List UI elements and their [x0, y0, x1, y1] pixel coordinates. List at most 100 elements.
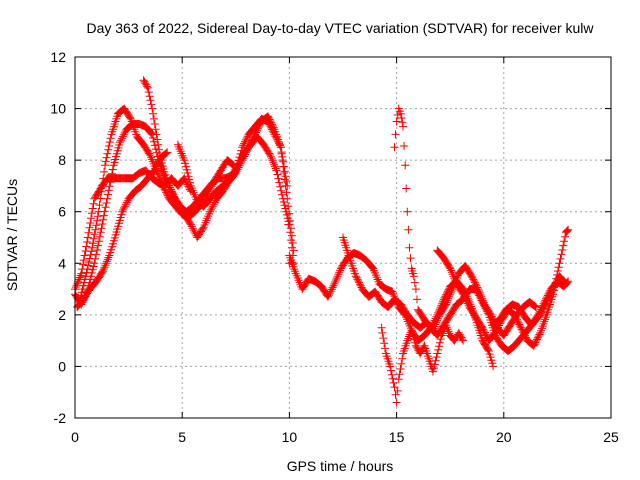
data-point: [390, 143, 399, 152]
data-point: [274, 174, 283, 183]
data-point: [150, 166, 159, 175]
data-point: [441, 301, 450, 310]
data-point: [276, 143, 285, 152]
data-point: [71, 283, 80, 292]
data-point: [105, 138, 114, 147]
data-point: [116, 138, 124, 147]
data-point: [535, 330, 544, 339]
data-point: [446, 264, 455, 273]
data-point: [331, 278, 340, 286]
data-point: [151, 164, 160, 173]
data-point: [564, 225, 573, 234]
data-point: [411, 285, 420, 294]
data-point: [231, 166, 240, 175]
data-point: [543, 291, 552, 300]
series-group: [489, 277, 573, 330]
data-point: [276, 182, 285, 191]
data-point: [446, 288, 455, 297]
data-point: [234, 156, 243, 165]
data-point: [273, 135, 282, 144]
data-point: [398, 354, 407, 363]
data-point: [480, 327, 488, 335]
data-point: [479, 299, 488, 308]
data-point: [447, 268, 456, 277]
data-point: [98, 267, 107, 275]
data-point: [89, 262, 98, 271]
data-point: [534, 310, 543, 319]
data-point: [161, 149, 170, 158]
data-point: [394, 375, 403, 384]
data-point: [444, 294, 453, 303]
data-point: [333, 272, 342, 281]
data-point: [445, 290, 454, 299]
data-point: [274, 137, 283, 146]
data-point: [235, 153, 244, 162]
data-point: [286, 216, 294, 225]
data-point: [355, 278, 364, 287]
data-point: [104, 145, 113, 154]
data-point: [558, 246, 567, 254]
y-tick-label: 12: [50, 49, 66, 65]
data-point: [96, 228, 105, 237]
data-point: [560, 237, 569, 246]
data-point: [241, 137, 249, 146]
data-point: [396, 109, 405, 118]
data-point: [277, 186, 286, 195]
data-point: [184, 172, 193, 181]
data-point: [280, 169, 288, 177]
x-tick-label: 20: [496, 429, 512, 445]
data-point: [268, 125, 276, 134]
data-point: [79, 281, 88, 290]
data-point: [89, 239, 97, 248]
data-point: [162, 149, 171, 158]
data-point: [283, 194, 292, 203]
data-point: [149, 109, 157, 118]
plot-points: [71, 76, 573, 407]
data-point: [183, 169, 192, 177]
data-point: [198, 224, 207, 233]
data-point: [434, 312, 443, 321]
data-point: [120, 204, 128, 212]
data-point: [517, 325, 526, 334]
data-point: [442, 298, 451, 307]
data-point: [286, 228, 295, 237]
data-point: [182, 165, 191, 174]
data-point: [271, 132, 280, 141]
data-point: [529, 341, 538, 350]
data-point: [277, 149, 286, 158]
data-point: [76, 271, 85, 280]
data-point: [519, 328, 528, 337]
data-point: [447, 266, 455, 275]
data-point: [104, 186, 113, 195]
data-point: [152, 162, 161, 171]
data-point: [402, 184, 411, 193]
data-point: [74, 277, 83, 286]
x-axis-label: GPS time / hours: [287, 458, 394, 474]
data-point: [102, 257, 111, 266]
data-point: [158, 181, 167, 190]
data-point: [100, 263, 109, 272]
data-point: [145, 149, 154, 158]
data-point: [481, 304, 490, 313]
data-point: [470, 277, 479, 285]
data-point: [151, 125, 160, 134]
data-point: [145, 92, 154, 101]
data-point: [182, 162, 190, 171]
data-point: [279, 198, 288, 206]
data-point: [404, 334, 413, 343]
data-point: [275, 178, 284, 187]
data-point: [80, 278, 89, 287]
data-point: [541, 296, 550, 305]
data-point: [484, 345, 492, 354]
y-tick-label: 10: [50, 101, 66, 117]
data-point: [326, 287, 335, 296]
data-point: [458, 335, 467, 344]
data-point: [90, 259, 99, 268]
x-tick-label: 15: [389, 429, 405, 445]
data-point: [351, 272, 360, 281]
data-point: [330, 279, 339, 288]
data-point: [332, 274, 341, 283]
data-point: [444, 327, 453, 336]
data-point: [83, 265, 92, 274]
